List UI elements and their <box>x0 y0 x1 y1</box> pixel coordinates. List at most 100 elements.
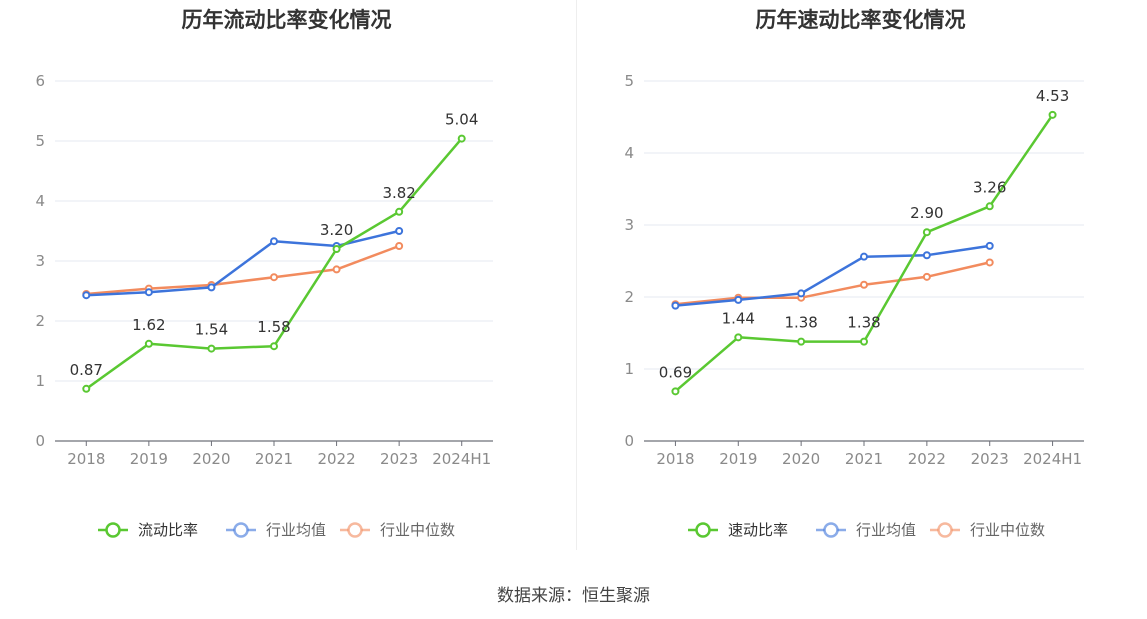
data-point <box>860 280 868 289</box>
data-point <box>797 289 806 298</box>
y-tick-label: 0 <box>624 432 634 450</box>
data-label: 3.26 <box>973 178 1006 196</box>
data-label: 1.38 <box>847 314 880 332</box>
data-label: 5.04 <box>445 111 478 129</box>
x-tick-label: 2018 <box>656 450 694 468</box>
legend-item: 行业均值 <box>816 521 916 539</box>
x-tick-label: 2022 <box>908 450 946 468</box>
y-tick-label: 3 <box>624 216 634 234</box>
legend-label: 速动比率 <box>728 521 788 539</box>
data-point <box>457 134 466 143</box>
x-tick-label: 2023 <box>380 450 418 468</box>
y-tick-label: 1 <box>35 372 45 390</box>
data-point <box>922 272 931 281</box>
legend-label: 流动比率 <box>138 521 198 539</box>
data-point <box>207 344 216 353</box>
panel-divider <box>576 0 577 550</box>
legend-item: 行业中位数 <box>930 521 1045 539</box>
x-tick-label: 2021 <box>845 450 883 468</box>
x-tick-label: 2023 <box>971 450 1009 468</box>
data-point <box>860 337 868 346</box>
y-tick-label: 0 <box>35 432 45 450</box>
series-line <box>86 244 400 296</box>
data-point <box>332 245 341 253</box>
data-point <box>734 333 743 342</box>
legend-item: 行业均值 <box>226 521 326 539</box>
data-label: 1.54 <box>195 321 228 339</box>
data-label: 1.44 <box>722 309 755 327</box>
x-tick-label: 2024H1 <box>1023 450 1082 468</box>
legend-item: 行业中位数 <box>340 521 455 539</box>
data-label: 0.69 <box>659 363 692 381</box>
quick-ratio-chart: 历年速动比率变化情况 0 1 2 3 4 5 2018 2019 2020 2021 2022 202… <box>574 0 1147 560</box>
data-label: 3.20 <box>320 221 353 239</box>
data-point <box>985 241 994 250</box>
data-point <box>207 283 216 292</box>
legend-marker <box>937 522 953 538</box>
legend-marker <box>233 522 249 538</box>
series-line <box>675 261 990 306</box>
x-tick-label: 2024H1 <box>432 450 491 468</box>
data-label: 4.53 <box>1036 87 1069 105</box>
x-tick-label: 2020 <box>782 450 820 468</box>
series-line <box>85 137 463 390</box>
data-point <box>671 301 680 310</box>
y-tick-label: 5 <box>35 132 45 150</box>
data-point <box>922 251 931 260</box>
chart-canvas: 0 1 2 3 4 5 6 2018 2019 2020 2021 2022 2023 2024H1 0.8… <box>35 72 493 539</box>
chart-title: 历年流动比率变化情况 <box>181 8 392 32</box>
legend-marker <box>823 522 839 538</box>
legend-marker <box>695 522 711 538</box>
data-label: 1.58 <box>257 318 290 336</box>
data-point <box>395 207 404 216</box>
legend-item: 速动比率 <box>688 521 788 539</box>
legend-label: 行业中位数 <box>970 521 1045 539</box>
y-tick-label: 4 <box>624 144 634 162</box>
x-tick-label: 2021 <box>255 450 293 468</box>
data-point <box>82 291 91 300</box>
y-tick-label: 1 <box>624 360 634 378</box>
x-tick-label: 2018 <box>67 450 105 468</box>
data-point <box>797 337 806 346</box>
y-tick-label: 2 <box>35 312 45 330</box>
data-point <box>144 339 153 348</box>
legend-marker <box>105 522 121 538</box>
data-label: 3.82 <box>382 184 415 202</box>
x-tick-label: 2019 <box>130 450 168 468</box>
y-tick-label: 2 <box>624 288 634 306</box>
x-tick-label: 2019 <box>719 450 757 468</box>
legend-item: 流动比率 <box>98 521 198 539</box>
current-ratio-chart: 历年流动比率变化情况 0 1 2 3 4 5 6 2018 2019 2020 2021 2022 20… <box>0 0 573 560</box>
data-source: 数据来源：恒生聚源 <box>497 586 650 606</box>
data-label: 2.90 <box>910 204 943 222</box>
y-tick-label: 5 <box>624 72 634 90</box>
data-point <box>395 242 404 250</box>
chart-title: 历年速动比率变化情况 <box>755 8 966 32</box>
x-tick-label: 2022 <box>317 450 355 468</box>
data-point <box>734 295 743 304</box>
data-point <box>270 342 278 351</box>
chart-canvas: 0 1 2 3 4 5 2018 2019 2020 2021 2022 2023 2024H1 0.69… <box>624 72 1084 539</box>
data-point <box>395 227 404 235</box>
data-point <box>671 387 680 396</box>
data-point <box>985 258 994 267</box>
data-point <box>82 384 91 393</box>
data-point <box>922 228 931 237</box>
series-line <box>675 244 990 307</box>
data-label: 0.87 <box>70 361 103 379</box>
y-tick-label: 3 <box>35 252 45 270</box>
data-point <box>1048 110 1057 119</box>
data-label: 1.38 <box>784 314 817 332</box>
legend-marker <box>347 522 363 538</box>
data-point <box>860 252 868 261</box>
y-tick-label: 6 <box>35 72 45 90</box>
data-point <box>270 237 278 246</box>
data-point <box>985 202 994 211</box>
data-label: 1.62 <box>132 316 165 334</box>
legend-label: 行业均值 <box>266 521 326 539</box>
data-point <box>332 265 341 274</box>
x-tick-label: 2020 <box>192 450 230 468</box>
y-tick-label: 4 <box>35 192 45 210</box>
legend-label: 行业均值 <box>856 521 916 539</box>
data-point <box>144 288 153 297</box>
